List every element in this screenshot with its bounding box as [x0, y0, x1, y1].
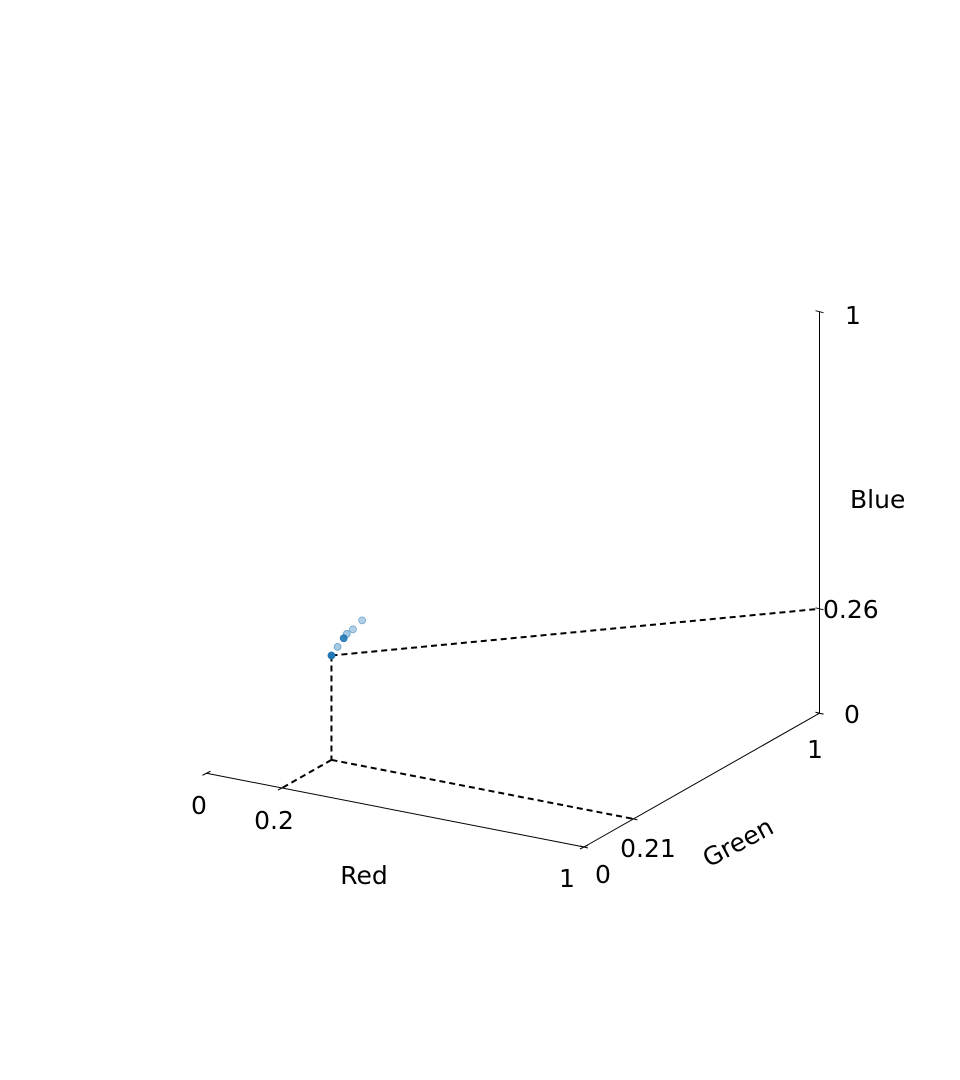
z-tick-label-2: 1 [845, 301, 861, 330]
guide-to-red-axis [281, 759, 332, 789]
z-axis-label: Blue [850, 485, 905, 514]
x-tick-label-2: 1 [559, 864, 575, 893]
data-point [342, 630, 351, 638]
axes-layer [202, 310, 824, 850]
y-axis-label: Green [698, 812, 778, 873]
x-tick-label-1: 0.2 [254, 806, 294, 835]
z-tick-0 [815, 711, 824, 715]
points-layer [327, 616, 367, 660]
x-axis-label: Red [340, 861, 388, 890]
data-point [327, 651, 336, 660]
guide-to-blue-axis [331, 607, 820, 657]
y-tick-label-1: 0.21 [620, 834, 676, 863]
x-tick-label-0: 0 [191, 791, 207, 820]
z-tick-label-0: 0 [844, 700, 860, 729]
y-tick-label-0: 0 [595, 860, 611, 889]
x-tick-0 [202, 770, 211, 776]
z-tick-2 [815, 310, 824, 314]
z-tick-label-1: 0.26 [823, 595, 879, 624]
guide-lines [281, 607, 820, 820]
guide-to-green-axis [331, 758, 634, 820]
data-point [333, 642, 342, 651]
y-tick-0 [579, 845, 589, 849]
y-tick-label-2: 1 [807, 735, 823, 764]
x-axis-line [206, 772, 585, 848]
y-axis-line [583, 712, 820, 848]
data-point [358, 616, 367, 625]
data-point [349, 625, 357, 634]
labels-layer: Red Green Blue 0 0.2 1 0 0.21 1 0 0.26 1 [191, 301, 905, 893]
